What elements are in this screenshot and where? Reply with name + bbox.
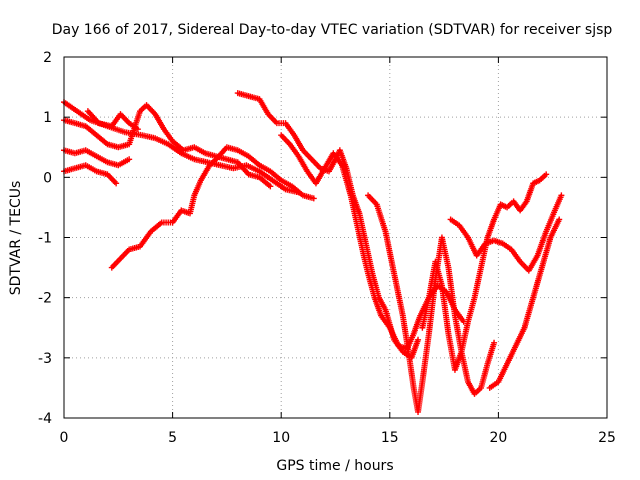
grid <box>64 57 607 418</box>
data-point <box>126 156 133 163</box>
data-point <box>267 183 274 190</box>
data-point <box>113 180 120 187</box>
series-arc-4 <box>61 162 120 187</box>
data-point <box>491 339 498 346</box>
y-tick-label: -3 <box>38 351 52 367</box>
chart-title: Day 166 of 2017, Sidereal Day-to-day VTE… <box>52 22 613 38</box>
series-arc-11 <box>447 192 565 274</box>
data-point <box>134 126 141 133</box>
series-arc-6 <box>108 144 317 271</box>
series-arc-3 <box>61 147 133 169</box>
y-tick-label: 2 <box>43 50 52 66</box>
x-tick-label: 20 <box>489 430 507 446</box>
series-arc-9 <box>365 192 498 415</box>
x-tick-label: 10 <box>272 430 290 446</box>
x-tick-label: 25 <box>598 430 616 446</box>
data-point <box>556 216 563 223</box>
series-arc-10 <box>419 171 550 373</box>
data-point <box>415 336 422 343</box>
y-tick-label: -2 <box>38 291 52 307</box>
series-arc-5 <box>84 108 141 133</box>
data-point <box>558 192 565 199</box>
y-tick-label: -1 <box>38 231 52 247</box>
ticks: 0 5 10 15 20 25 -4 -3 -2 -1 0 1 2 <box>38 50 616 446</box>
y-axis-label: SDTVAR / TECUs <box>8 181 24 296</box>
x-axis-label: GPS time / hours <box>276 458 393 474</box>
x-tick-label: 0 <box>60 430 69 446</box>
y-tick-label: 1 <box>43 110 52 126</box>
x-tick-label: 15 <box>381 430 399 446</box>
y-tick-label: -4 <box>38 411 52 427</box>
data-point <box>310 195 317 202</box>
data-points <box>61 90 565 415</box>
y-tick-label: 0 <box>43 170 52 186</box>
data-point <box>543 171 550 178</box>
series-arc-8 <box>278 132 467 352</box>
series-arc-12 <box>486 216 563 391</box>
x-tick-label: 5 <box>168 430 177 446</box>
